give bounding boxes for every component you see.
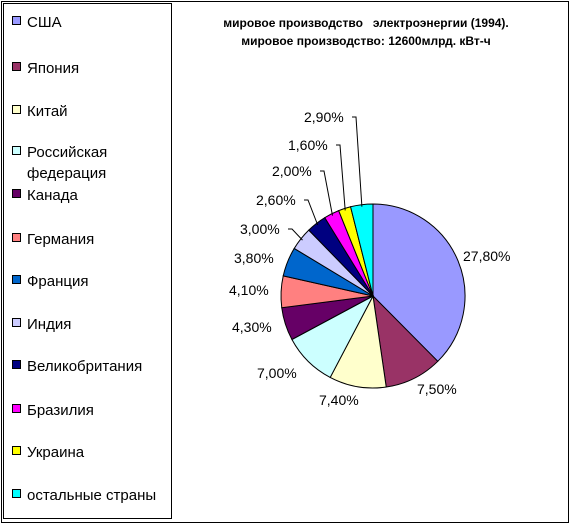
leader-line-10: [336, 144, 346, 211]
legend-swatch: [12, 360, 21, 369]
data-label-0: 27,80%: [463, 248, 510, 264]
pie-slice-0: [372, 203, 466, 363]
legend-item-india: Индия: [12, 314, 167, 335]
legend-swatch: [12, 62, 21, 71]
data-label-6: 3,80%: [234, 250, 274, 266]
data-label-4: 4,30%: [232, 319, 272, 335]
data-label-5: 4,10%: [229, 282, 269, 298]
legend-label: Германия: [27, 231, 95, 248]
legend-label: Индия: [27, 316, 72, 333]
legend-label: Украина: [27, 444, 85, 461]
legend-label: Бразилия: [27, 402, 94, 419]
legend-item-japan: Япония: [12, 58, 167, 79]
legend-swatch: [12, 446, 21, 455]
legend-swatch: [12, 16, 21, 25]
legend-item-canada: Канада: [12, 185, 167, 206]
data-label-7: 3,00%: [240, 221, 280, 237]
legend-item-russia: Российская федерация: [12, 142, 167, 184]
legend-item-ukraine: Украина: [12, 442, 167, 463]
legend-label: Великобритания: [27, 358, 143, 375]
legend: США Япония Китай Российская федерация Ка…: [3, 3, 172, 519]
data-label-8: 2,60%: [256, 192, 296, 208]
legend-label: Китай: [27, 103, 68, 120]
leader-line-9: [320, 170, 333, 216]
leader-line-7: [288, 228, 303, 241]
legend-swatch: [12, 404, 21, 413]
data-label-2: 7,40%: [319, 392, 359, 408]
data-label-3: 7,00%: [257, 365, 297, 381]
chart-title-line-1: мировое производство электроэнергии (199…: [223, 16, 509, 30]
data-label-1: 7,50%: [417, 381, 457, 397]
legend-item-uk: Великобритания: [12, 356, 167, 377]
legend-item-china: Китай: [12, 101, 167, 122]
data-label-10: 1,60%: [288, 137, 328, 153]
legend-swatch: [12, 105, 21, 114]
legend-swatch: [12, 233, 21, 242]
leader-line-8: [304, 199, 319, 226]
legend-item-usa: США: [12, 12, 167, 33]
data-label-11: 2,90%: [304, 109, 344, 125]
legend-label: Япония: [27, 60, 80, 77]
legend-item-brazil: Бразилия: [12, 400, 167, 421]
legend-label: остальные страны: [27, 487, 157, 504]
legend-swatch: [12, 489, 21, 498]
legend-swatch: [12, 318, 21, 327]
chart-title-line-2: мировое производство: 12600млрд. кВт-ч: [241, 34, 491, 48]
data-label-9: 2,00%: [272, 163, 312, 179]
legend-swatch: [12, 275, 21, 284]
chart-title: мировое производство электроэнергии (199…: [176, 14, 556, 50]
legend-item-other: остальные страны: [12, 485, 167, 506]
legend-swatch: [12, 146, 21, 155]
legend-label: Канада: [27, 187, 78, 204]
legend-label: Франция: [27, 273, 89, 290]
leader-line-11: [352, 116, 363, 207]
legend-item-germany: Германия: [12, 229, 167, 250]
legend-swatch: [12, 189, 21, 198]
legend-label: Российская федерация: [27, 144, 108, 182]
legend-label: США: [27, 14, 62, 31]
legend-item-france: Франция: [12, 271, 167, 292]
